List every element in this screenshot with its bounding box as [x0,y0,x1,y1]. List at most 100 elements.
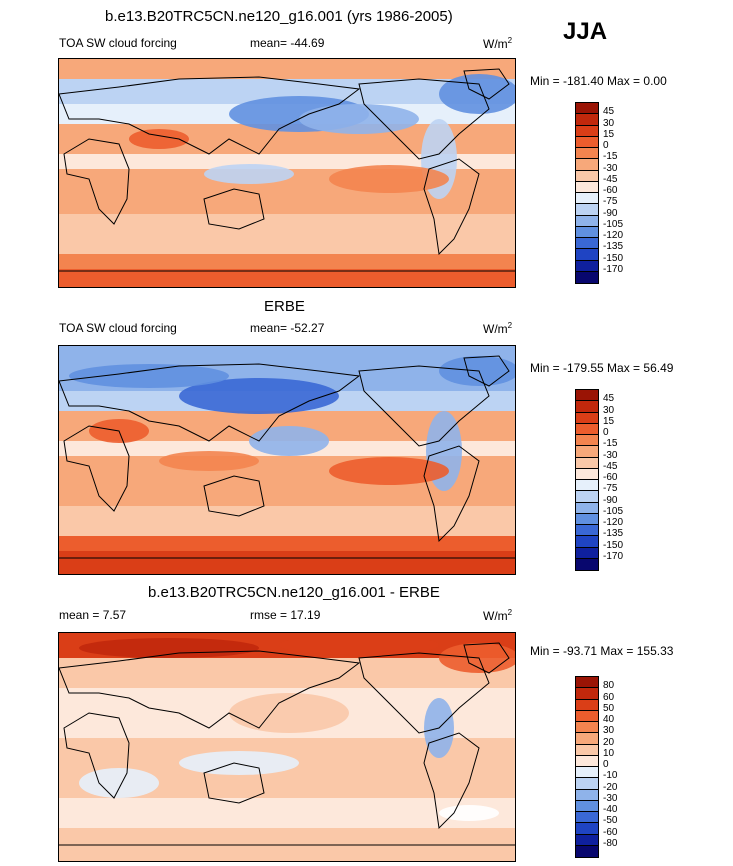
colorbar-swatch [575,721,599,734]
coastline [463,355,510,387]
colorbar-swatch [575,192,599,205]
field-band [59,254,515,269]
colorbar-tick-label: 15 [603,128,615,140]
colorbar-tick-label: -30 [603,162,618,174]
colorbar-swatch [575,400,599,413]
field-band [59,214,515,254]
colorbar-swatch [575,135,599,148]
field-blob [159,451,259,471]
colorbar-tick-label: 40 [603,714,615,725]
coastline [63,425,130,512]
coastline [463,642,510,674]
colorbar-swatch [575,687,599,700]
colorbar-swatch [575,512,599,525]
coastline [423,158,480,256]
colorbar-swatch [575,214,599,227]
colorbar-swatch [575,698,599,711]
field-blob [129,129,189,149]
colorbar-swatch [575,833,599,846]
colorbar-tick-label: -170 [603,550,624,562]
panel-1-title: b.e13.B20TRC5CN.ne120_g16.001 (yrs 1986-… [105,8,453,25]
colorbar-tick-label: -135 [603,241,624,253]
field-blob [249,426,329,456]
field-band [59,506,515,536]
colorbar-swatch [575,676,599,689]
colorbar-swatch [575,788,599,801]
colorbar-tick-label: -50 [603,815,618,827]
colorbar-swatch [575,259,599,272]
panel-1-map [58,58,516,288]
colorbar-tick-label: -45 [603,460,618,472]
colorbar-swatch [575,490,599,503]
field-band [59,551,515,574]
panel-3-map [58,632,516,862]
colorbar-swatch [575,411,599,424]
colorbar-swatch [575,709,599,722]
colorbar-swatch [575,180,599,193]
colorbar-tick-label: 30 [603,404,615,416]
panel-3-title: b.e13.B20TRC5CN.ne120_g16.001 - ERBE [148,584,440,601]
colorbar-tick-label: -75 [603,196,618,208]
colorbar-tick-label: -90 [603,207,618,219]
field-blob [69,364,229,388]
colorbar-swatch [575,467,599,480]
panel-1-units-label: W/m2 [483,36,513,51]
field-band [59,59,515,79]
colorbar-swatch [575,270,599,284]
colorbar-tick-label: 15 [603,415,615,427]
colorbar-tick-label: -120 [603,517,624,528]
colorbar-swatch [575,557,599,571]
field-blob [204,164,294,184]
field-blob [299,104,419,134]
colorbar-swatch [575,237,599,250]
colorbar-swatch [575,389,599,402]
colorbar-tick-label: -80 [603,837,618,849]
coastline [423,732,480,830]
coastline [358,78,490,160]
colorbar-tick-label: 0 [603,427,609,438]
panel-2-variable-label: TOA SW cloud forcing [59,321,177,335]
field-band [59,269,515,287]
colorbar-swatch [575,169,599,182]
colorbar-tick-label: -75 [603,483,618,495]
colorbar-swatch [575,811,599,824]
colorbar-tick-label: -90 [603,494,618,506]
panel-2-units-label: W/m2 [483,321,513,336]
colorbar-tick-label: -15 [603,151,618,163]
colorbar-swatch [575,225,599,238]
panel-2-colorbar: 45 30 15 0 -15 -30 -45 -60 -75 -90 -105 -120 -135 -15… [575,389,623,571]
coastline [203,475,265,517]
colorbar-swatch [575,456,599,469]
panel-2-minmax: Min = -179.55 Max = 56.49 [530,361,674,375]
colorbar-swatch [575,777,599,790]
colorbar-tick-label: 20 [603,736,615,748]
colorbar-tick-label: -45 [603,173,618,185]
panel-2-mean-label: mean= -52.27 [250,321,325,335]
field-blob [229,693,349,733]
panel-1-variable-label: TOA SW cloud forcing [59,36,177,50]
colorbar-tick-label: 80 [603,680,615,692]
field-blob [279,635,439,655]
colorbar-tick-label: 30 [603,725,615,737]
field-blob [179,378,339,414]
colorbar-tick-label: -15 [603,438,618,450]
colorbar-tick-label: 30 [603,117,615,129]
colorbar-swatch [575,479,599,492]
field-band [59,658,515,688]
colorbar-swatch [575,113,599,126]
colorbar-swatch [575,732,599,745]
coastline [203,188,265,230]
coastline [358,365,490,447]
colorbar-swatch [575,434,599,447]
panel-3-rmse-label: rmse = 17.19 [250,608,321,622]
panel-3-mean-label: mean = 7.57 [59,608,127,622]
field-band [59,154,515,169]
colorbar-swatch [575,124,599,137]
colorbar-tick-label: -135 [603,528,624,540]
coastline [203,762,265,804]
colorbar-tick-label: -150 [603,252,624,264]
coastline [463,68,510,100]
colorbar-swatch [575,546,599,559]
colorbar-tick-label: 0 [603,140,609,151]
field-blob [79,638,259,658]
